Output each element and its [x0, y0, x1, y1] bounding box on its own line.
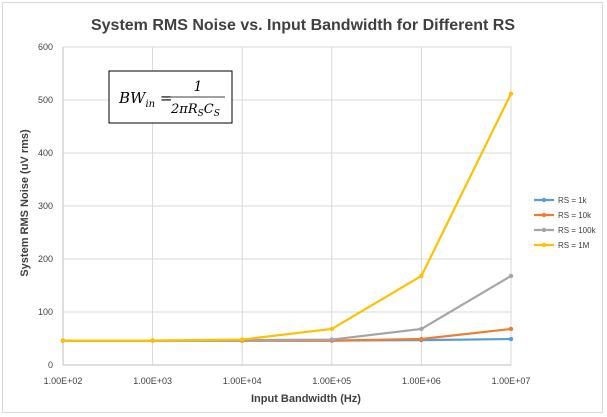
data-point: [508, 91, 514, 96]
data-point: [60, 338, 66, 343]
svg-text:BWin =: BWin =: [118, 89, 172, 110]
data-point: [419, 273, 424, 279]
axes: [62, 47, 511, 366]
formula-annotation: BWin = 1 2πRSCS: [108, 70, 233, 124]
y-tick-label: 500: [38, 95, 53, 105]
y-tick-label: 400: [38, 148, 53, 158]
chart-title: System RMS Noise vs. Input Bandwidth for…: [91, 17, 515, 34]
data-point: [329, 326, 334, 332]
legend-marker: [541, 197, 547, 203]
data-point: [419, 326, 424, 332]
data-point: [419, 336, 424, 342]
chart-frame: System RMS Noise vs. Input Bandwidth for…: [2, 2, 603, 413]
legend-label: RS = 1k: [558, 196, 588, 205]
y-tick-label: 600: [38, 42, 53, 52]
x-tick-label: 1.00E+03: [133, 376, 172, 386]
x-tick-label: 1.00E+07: [492, 376, 531, 386]
y-tick-label: 0: [48, 360, 53, 370]
y-tick-label: 100: [38, 307, 53, 317]
formula-denom-sub1: S: [198, 109, 204, 119]
y-tick-label: 300: [38, 201, 53, 211]
series-lines: [60, 91, 514, 343]
legend-marker: [541, 227, 547, 233]
x-tick-label: 1.00E+06: [402, 376, 441, 386]
formula-lhs: BW: [118, 89, 147, 107]
chart-svg: System RMS Noise vs. Input Bandwidth for…: [19, 17, 597, 405]
formula-denom-prefix: 2πR: [170, 102, 198, 117]
y-tick-label: 200: [38, 254, 53, 264]
data-point: [240, 337, 245, 342]
x-tick-label: 1.00E+04: [223, 376, 262, 386]
legend-marker: [541, 242, 547, 248]
data-point: [508, 326, 514, 332]
formula-denom-sub2: S: [214, 109, 220, 119]
legend-label: RS = 10k: [558, 211, 592, 220]
x-axis-title: Input Bandwidth (Hz): [251, 393, 361, 405]
legend-marker: [541, 212, 547, 218]
formula-denom-mid: C: [204, 102, 214, 117]
x-tick-label: 1.00E+05: [312, 376, 351, 386]
x-tick-label: 1.00E+02: [44, 376, 83, 386]
data-point: [329, 337, 334, 342]
y-axis-title: System RMS Noise (uV rms): [19, 129, 31, 277]
series-line: [63, 275, 512, 342]
gridlines: [63, 46, 512, 365]
svg-text:2πRSCS: 2πRSCS: [170, 102, 220, 119]
legend-label: RS = 1M: [558, 241, 590, 250]
formula-numerator: 1: [194, 79, 203, 95]
data-point: [508, 273, 514, 279]
legend: RS = 1k RS = 10k RS = 100k RS = 1M: [534, 196, 597, 250]
x-tick-labels: 1.00E+02 1.00E+03 1.00E+04 1.00E+05 1.00E+06…: [44, 376, 531, 386]
series-line: [63, 93, 512, 342]
y-tick-labels: 0 100 200 300 400 500 600: [38, 42, 53, 370]
data-point: [508, 336, 514, 342]
legend-label: RS = 100k: [558, 226, 597, 235]
formula-lhs-sub: in: [145, 99, 155, 110]
data-point: [150, 338, 155, 343]
